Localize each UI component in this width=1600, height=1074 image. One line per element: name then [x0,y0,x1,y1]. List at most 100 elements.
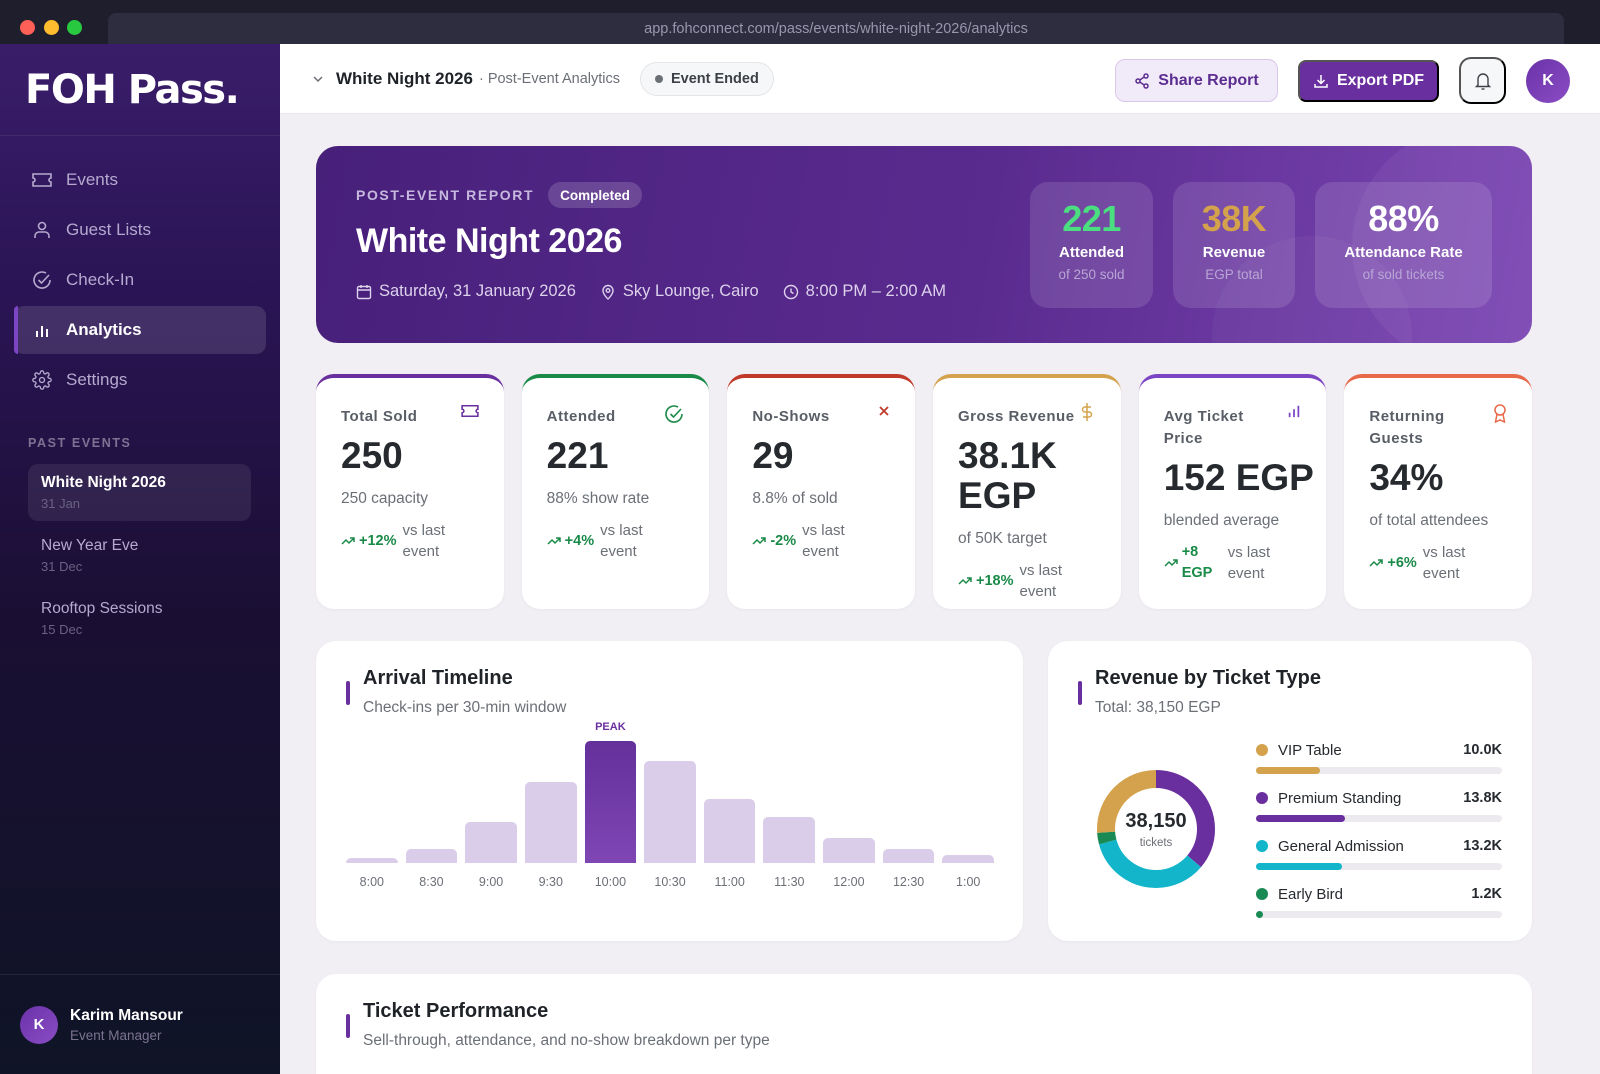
card-subtitle: Check-ins per 30-min window [363,699,567,716]
x-axis-label: 8:30 [419,875,444,889]
kpi-delta-value: +8 EGP [1181,544,1213,581]
donut-center: 38,150 tickets [1096,769,1216,889]
legend-name: General Admission [1278,837,1404,855]
card-title: Arrival Timeline [363,667,513,689]
notifications-button[interactable] [1459,57,1506,104]
kpi-delta-text: vs last event [600,522,643,560]
hero-stat-sub: of 250 sold [1058,267,1125,282]
kpi-cards: Total Sold 250 250 capacity +12% vs last… [316,374,1533,609]
legend-name: Early Bird [1278,885,1344,903]
avatar[interactable]: K [1526,58,1570,103]
kpi-label: Total Sold [341,408,418,425]
kpi-card-returning-guests: Returning Guests 34% of total attendees … [1344,374,1533,609]
revenue-by-type-card: Revenue by Ticket Type Total: 38,150 EGP… [1048,641,1532,941]
hero-stats: 221 Attended of 250 sold 38K Revenue EGP… [1030,182,1492,308]
legend-item-premium-standing[interactable]: Premium Standing 13.8K [1256,787,1502,835]
window-maximize-button[interactable] [67,20,82,35]
kpi-delta-value: -2% [770,533,797,549]
kpi-value: 29 [752,435,794,476]
check-circle-icon [664,404,684,429]
arrival-bar[interactable] [703,798,756,863]
topbar-actions: Share Report Export PDF K [1115,57,1570,104]
past-event-item[interactable]: New Year Eve 31 Dec [28,527,251,584]
sidebar-item-events[interactable]: Events [14,156,266,204]
peak-label: PEAK [595,721,626,733]
page-title: White Night 2026 [336,68,473,88]
check-circle-icon [32,270,52,290]
gear-icon [32,370,52,390]
arrival-bar-chart: PEAK [346,721,995,863]
x-axis-label: 12:00 [833,875,865,889]
legend-item-general-admission[interactable]: General Admission 13.2K [1256,835,1502,883]
calendar-icon [356,284,372,299]
arrival-bar[interactable] [644,761,696,863]
export-pdf-button[interactable]: Export PDF [1298,59,1439,102]
kpi-delta-value: +18% [976,573,1014,589]
x-axis-label: 1:00 [956,875,981,889]
donut-center-label: tickets [1139,836,1173,849]
arrival-bar[interactable] [942,854,995,863]
sidebar-item-check-in[interactable]: Check-In [14,256,266,304]
event-date-text: Saturday, 31 January 2026 [379,282,576,300]
arrival-bar[interactable]: PEAK [584,721,637,863]
event-hero-banner: POST-EVENT REPORT Completed White Night … [316,146,1532,343]
window-minimize-button[interactable] [44,20,59,35]
event-time: 8:00 PM – 2:00 AM [783,282,946,301]
arrival-bar[interactable] [524,781,577,863]
kpi-sub: blended average [1163,512,1280,529]
kpi-card-gross-revenue: Gross Revenue 38.1K EGP of 50K target +1… [933,374,1121,609]
kpi-sub: 88% show rate [546,490,650,507]
hero-stat-sub: of sold tickets [1362,267,1445,282]
legend-progress [1256,815,1502,822]
donut-segment[interactable] [1097,770,1215,888]
app-logo[interactable]: FOH Pass. [25,66,240,113]
sidebar-item-analytics[interactable]: Analytics [14,306,266,354]
x-axis-label: 11:00 [714,875,745,889]
kpi-sub: 8.8% of sold [752,490,838,507]
share-report-button[interactable]: Share Report [1115,59,1278,102]
arrival-bar[interactable] [763,817,816,863]
address-bar[interactable]: app.fohconnect.com/pass/events/white-nig… [108,13,1564,44]
legend-item-early-bird[interactable]: Early Bird 1.2K [1256,883,1502,931]
arrival-bar[interactable] [346,857,398,863]
close-icon [878,404,890,422]
revenue-donut-chart: 38,150 tickets [1096,769,1216,889]
past-event-item[interactable]: White Night 2026 31 Jan [28,464,251,521]
sidebar-item-guest-lists[interactable]: Guest Lists [14,206,266,254]
report-kicker: POST-EVENT REPORT Completed [356,182,642,208]
arrival-bar[interactable] [405,849,458,863]
past-event-item[interactable]: Rooftop Sessions 15 Dec [28,590,251,647]
card-accent-bar [1078,681,1082,705]
arrival-bar[interactable] [465,822,517,863]
kpi-delta: +6% vs last event [1369,542,1532,584]
window-close-button[interactable] [20,20,35,35]
event-time-text: 8:00 PM – 2:00 AM [805,282,947,300]
x-axis-label: 12:30 [892,875,925,889]
arrival-bar[interactable] [882,849,935,863]
bar-chart-icon [32,320,52,340]
kpi-delta-text: vs last event [1227,544,1271,582]
sidebar-item-settings[interactable]: Settings [14,356,266,404]
kpi-value: 34% [1369,457,1444,498]
legend-item-vip-table[interactable]: VIP Table 10.0K [1256,739,1502,787]
ticket-performance-card: Ticket Performance Sell-through, attenda… [316,974,1532,1074]
share-report-label: Share Report [1158,71,1259,89]
kpi-delta: +4% vs last event [547,520,710,562]
past-event-title: New Year Eve [41,537,139,554]
card-title: Ticket Performance [363,1000,549,1022]
chevron-down-icon[interactable] [312,70,324,88]
kpi-label: Avg Ticket Price [1163,408,1244,447]
event-venue: Sky Lounge, Cairo [600,282,759,301]
arrival-bar[interactable] [823,837,875,863]
kpi-card-attended: Attended 221 88% show rate +4% vs last e… [521,374,710,609]
legend-dot-icon [1256,888,1268,900]
x-axis-label: 10:00 [594,875,627,889]
donut-segment[interactable] [1097,770,1215,888]
trend-up-icon [1369,559,1384,567]
user-profile[interactable]: K Karim Mansour Event Manager [0,974,280,1074]
hero-stat-sub: EGP total [1205,267,1263,282]
export-pdf-label: Export PDF [1336,71,1425,89]
past-event-title: White Night 2026 [41,474,166,491]
legend-name: VIP Table [1278,741,1342,759]
kpi-label: Attended [546,408,616,425]
